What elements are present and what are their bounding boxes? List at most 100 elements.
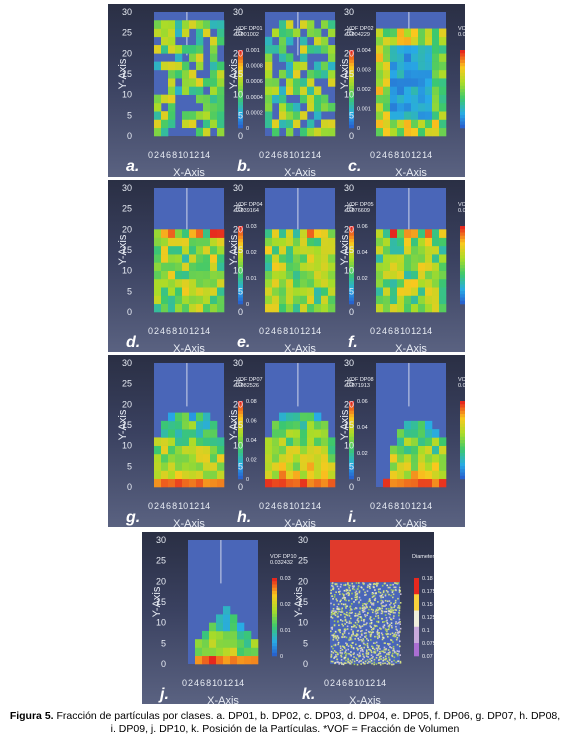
vof-cell [411,437,419,446]
vof-cell [432,303,440,313]
vof-cell [425,470,433,480]
particle [394,634,397,637]
particle [330,627,333,629]
scale-bar-segment [272,607,277,611]
particle [373,624,376,627]
vof-cell [307,295,315,305]
scale-tick-label: 0.003 [357,68,371,74]
scale-bar-segment [238,66,243,70]
vof-cell [418,36,426,46]
scale-bar-segment [272,639,277,644]
particle [345,642,347,645]
particle [372,627,374,630]
vof-cell [418,295,426,305]
particle [369,617,371,620]
scale-bar-segment [349,433,354,438]
vof-cell [328,61,336,71]
x-tick-label: 0 [148,501,153,511]
vof-cell [300,20,308,29]
particle [343,613,346,615]
vof-cell [237,655,245,665]
x-tick-label: 0 [148,150,153,160]
vof-cell [404,28,412,38]
particle [390,618,393,621]
scale-bar-segment [414,587,419,592]
panel-a: Y-Axis05101520253002468101214X-Axisa.VOF… [117,7,263,177]
scale-tick-label: 0 [246,477,249,483]
particle [333,612,336,615]
particle [358,645,361,648]
vof-cell [182,270,190,280]
particle [389,603,391,606]
particle [392,649,394,652]
scale-bar-segment [272,646,277,650]
vof-cell [397,445,405,455]
vof-cell [189,437,197,446]
vof-cell [418,287,426,296]
vof-cell [175,262,183,271]
particle [336,653,339,656]
particle [341,607,344,610]
vof-cell [390,45,398,54]
vof-cell [293,429,301,438]
particle [381,633,384,636]
scale-bar-segment [460,63,465,67]
vof-cell [300,445,308,455]
vof-cell [272,420,280,430]
particle [347,645,350,647]
particle [354,624,356,627]
x-tick-label: 10 [289,326,299,336]
vof-cell [286,119,294,129]
particle [335,583,338,585]
vof-cell [265,462,273,471]
scale-bar-segment [414,594,419,598]
particle [354,594,357,596]
scale-bar-segment [349,229,354,233]
y-tick-label: 30 [122,7,132,17]
particle [388,610,391,613]
particle [379,648,381,650]
particle [345,590,348,592]
y-tick-label: 25 [344,204,354,214]
scale-title: VOF DP05 [347,202,374,208]
scale-tick-label: 0 [246,126,249,132]
x-tick-labels: 02468101214 [259,326,321,336]
scale-bar-segment [349,456,354,460]
vof-cell [265,245,273,255]
vof-cell [432,119,440,129]
x-tick-label: 0 [259,326,264,336]
vof-cell [300,61,308,71]
vof-cell [439,287,447,296]
vof-cell [154,303,162,313]
particle [372,595,375,598]
vof-cell [425,61,433,71]
vof-cell [383,254,391,263]
particle [343,589,346,592]
vof-cell [439,237,447,247]
vof-cell [203,245,211,255]
scale-bar-segment [414,604,419,608]
vof-cell [321,278,329,288]
particle [392,593,395,596]
scale-bar-segment [349,63,354,67]
particle [388,626,390,629]
particle [337,641,340,644]
vof-cell [272,78,280,87]
vof-cell [210,20,218,29]
vof-cell [182,254,190,263]
particle [387,612,390,615]
particle [397,605,400,607]
y-tick-label: 25 [298,556,308,566]
vof-cell [328,295,336,305]
vof-cell [217,36,225,46]
particle [364,613,366,616]
vof-cell [279,445,287,455]
vof-cell [411,119,419,129]
vof-cell [217,94,225,104]
scale-bar-segment [460,76,465,80]
particle [369,606,371,608]
y-tick-label: 25 [156,556,166,566]
scale-bar-segment [238,102,243,106]
vof-cell [425,429,433,438]
vof-cell [182,470,190,480]
